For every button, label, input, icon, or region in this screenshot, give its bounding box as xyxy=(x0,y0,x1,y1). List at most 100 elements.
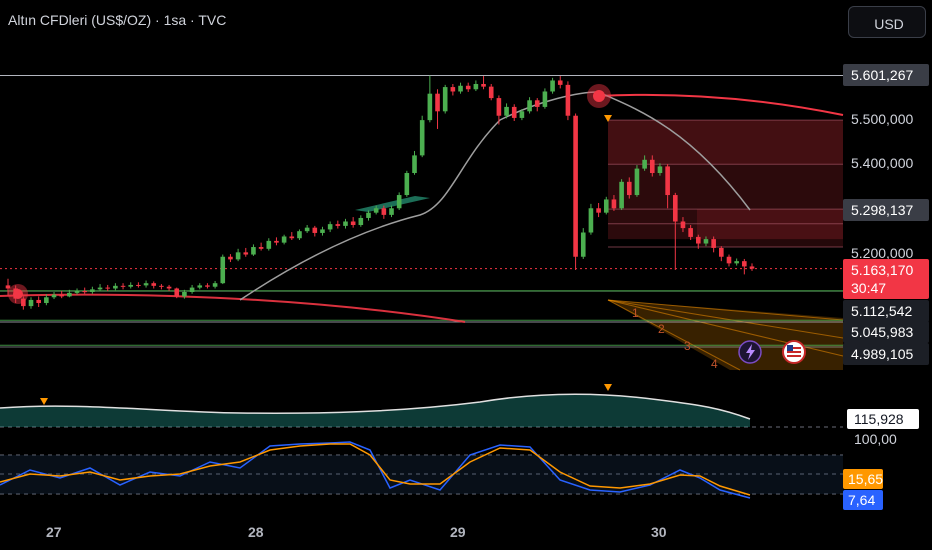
candle-69 xyxy=(534,98,540,112)
candle-12 xyxy=(97,284,103,292)
fan-line-3 xyxy=(607,299,741,371)
price-tag-5045: 5.045,983 xyxy=(843,321,929,343)
candle-63 xyxy=(488,83,494,101)
candle-57 xyxy=(442,84,448,114)
candle-74 xyxy=(573,113,578,270)
candle-66 xyxy=(511,104,517,122)
candle-14 xyxy=(113,283,118,291)
grid-lines xyxy=(0,426,843,495)
candle-37 xyxy=(289,232,295,240)
signal-dot-right xyxy=(593,90,605,102)
candle-26 xyxy=(205,283,210,289)
candle-38 xyxy=(297,229,302,240)
svg-text:5.601,267: 5.601,267 xyxy=(851,67,913,83)
candle-17 xyxy=(136,282,141,288)
price-tag-5298: 5.298,137 xyxy=(843,199,929,221)
oscillator-fill xyxy=(0,394,750,427)
svg-text:5.163,170: 5.163,170 xyxy=(851,262,913,278)
candle-93 xyxy=(719,246,724,262)
candle-65 xyxy=(504,103,509,119)
oscillator-line xyxy=(0,393,751,420)
candle-22 xyxy=(174,287,180,299)
candle-30 xyxy=(235,248,241,262)
svg-text:5.045,983: 5.045,983 xyxy=(851,324,913,340)
candle-51 xyxy=(396,192,402,211)
stochastic-pane xyxy=(0,441,751,499)
us-flag-icon[interactable] xyxy=(782,340,806,364)
oscillator-level-label: 100,00 xyxy=(854,431,897,447)
candle-49 xyxy=(381,205,387,219)
fan-label-4: 4 xyxy=(711,357,718,371)
candle-59 xyxy=(458,82,463,94)
candle-34 xyxy=(266,238,272,251)
candle-46 xyxy=(358,215,364,227)
lightning-icon[interactable] xyxy=(738,340,762,364)
candle-78 xyxy=(603,196,609,215)
candle-9 xyxy=(74,288,80,295)
candle-42 xyxy=(327,221,333,233)
candle-19 xyxy=(151,281,157,289)
candle-45 xyxy=(350,217,356,228)
markers xyxy=(8,84,612,405)
candle-87 xyxy=(672,192,678,270)
candles xyxy=(5,75,755,310)
candle-16 xyxy=(128,282,134,289)
green-flag-shape xyxy=(355,196,430,212)
svg-text:5.112,542: 5.112,542 xyxy=(851,303,912,319)
x-axis-label-30: 30 xyxy=(651,524,667,540)
candle-77 xyxy=(596,202,601,218)
candle-56 xyxy=(435,89,440,129)
candle-54 xyxy=(419,115,425,158)
candle-53 xyxy=(412,150,417,175)
candle-28 xyxy=(220,254,226,285)
fan-line-1 xyxy=(607,299,844,339)
countdown-timer: 30:47 xyxy=(851,280,886,296)
chart-title: Altın CFDleri (US$/OZ) · 1sa · TVC xyxy=(8,12,227,28)
fan-label-2: 2 xyxy=(658,322,665,336)
candle-4 xyxy=(36,296,41,307)
candle-95 xyxy=(734,258,739,266)
candle-86 xyxy=(665,164,670,209)
candle-96 xyxy=(742,258,747,275)
candle-27 xyxy=(212,280,218,289)
supply-zone-top xyxy=(608,120,843,165)
candle-60 xyxy=(465,82,471,92)
price-level-5400: 5.400,000 xyxy=(851,155,913,171)
candle-39 xyxy=(304,225,310,233)
svg-text:115,928: 115,928 xyxy=(854,411,904,427)
candle-64 xyxy=(496,95,502,125)
candle-18 xyxy=(143,280,149,288)
svg-text:15,65: 15,65 xyxy=(848,471,883,487)
candle-3 xyxy=(28,297,34,309)
candle-32 xyxy=(251,244,256,256)
candle-40 xyxy=(312,225,318,237)
candle-41 xyxy=(320,226,325,236)
candle-33 xyxy=(258,242,264,251)
candle-73 xyxy=(565,81,571,121)
candle-50 xyxy=(389,205,394,218)
candle-97 xyxy=(749,263,755,271)
candle-20 xyxy=(159,284,164,290)
x-axis-label-27: 27 xyxy=(46,524,62,540)
currency-button[interactable]: USD xyxy=(848,6,926,38)
down-triangle-osc-1 xyxy=(40,398,48,405)
candle-82 xyxy=(634,165,640,197)
candle-21 xyxy=(166,284,172,292)
candle-58 xyxy=(450,83,456,96)
candle-52 xyxy=(404,170,410,197)
stoch-d-tag: 15,65 xyxy=(843,469,883,489)
svg-text:5.298,137: 5.298,137 xyxy=(851,202,913,218)
candle-91 xyxy=(703,236,709,247)
candle-70 xyxy=(542,88,548,109)
candle-35 xyxy=(274,237,279,246)
price-level-5200: 5.200,000 xyxy=(851,245,913,261)
oscillator-value-tag: 115,928 xyxy=(847,409,919,429)
candle-36 xyxy=(281,234,287,245)
candle-85 xyxy=(657,163,663,176)
candle-55 xyxy=(427,75,433,123)
candle-76 xyxy=(588,203,594,235)
candle-90 xyxy=(696,234,701,249)
candle-89 xyxy=(688,225,693,240)
stoch-d-line xyxy=(0,443,751,496)
